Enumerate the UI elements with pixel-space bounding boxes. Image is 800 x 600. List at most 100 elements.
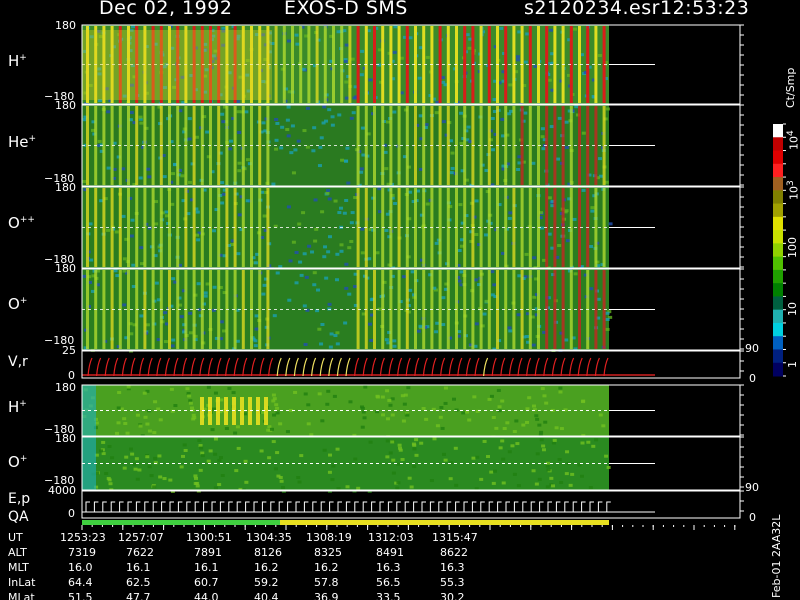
table-row-label: MLat [8, 591, 35, 600]
table-cell: 1315:47 [432, 531, 478, 544]
ytick-top: 180 [55, 19, 76, 32]
ytick-top: 180 [55, 99, 76, 112]
ytick-bottom: −180 [44, 90, 75, 103]
panel-label-qa: QA [8, 509, 29, 525]
ytick-bottom: −180 [44, 474, 75, 487]
panel-label-o-plus: O+ [8, 295, 28, 313]
colorbar-swatch [773, 322, 783, 337]
table-cell: 44.0 [194, 591, 219, 600]
table-cell: 59.2 [254, 576, 279, 589]
table-row-label: ALT [8, 546, 27, 559]
ytick-top: 180 [55, 262, 76, 275]
table-cell: 7622 [126, 546, 154, 559]
table-cell: 16.1 [194, 561, 219, 574]
panel-label-h-plus: H+ [8, 52, 27, 70]
colorbar-swatch [773, 150, 783, 165]
panel-label-o-plus-2: O+ [8, 453, 28, 471]
table-cell: 8325 [314, 546, 342, 559]
colorbar-swatch [773, 230, 783, 244]
right-tick-vr-bottom: 0 [749, 372, 756, 385]
table-cell: 16.0 [68, 561, 93, 574]
table-cell: 55.3 [440, 576, 465, 589]
header-instrument: EXOS-D SMS [284, 0, 408, 19]
table-cell: 16.2 [254, 561, 279, 574]
colorbar-swatch [773, 243, 783, 258]
table-cell: 7319 [68, 546, 96, 559]
colorbar-swatch [773, 124, 783, 138]
ytick-bottom: 0 [68, 507, 75, 520]
table-cell: 7891 [194, 546, 222, 559]
colorbar-label: 103 [786, 180, 800, 200]
table-cell: 16.3 [440, 561, 465, 574]
right-tick-ep-top: 90 [745, 481, 759, 494]
table-cell: 64.4 [68, 576, 93, 589]
colorbar-swatch [773, 336, 783, 350]
colorbar-swatch [773, 190, 783, 205]
colorbar-label: 100 [786, 237, 799, 258]
ytick-top: 25 [62, 344, 76, 357]
colorbar-swatch [773, 309, 783, 324]
table-cell: 1257:07 [118, 531, 164, 544]
table-cell: 33.5 [376, 591, 401, 600]
colorbar-swatch [773, 163, 783, 178]
panel-label-ep: E,p [8, 491, 31, 507]
header-time: 12:53:23 [660, 0, 750, 19]
table-cell: 8126 [254, 546, 282, 559]
table-cell: 40.4 [254, 591, 279, 600]
colorbar-swatch [773, 203, 783, 218]
panel-label-h-plus-2: H+ [8, 398, 27, 416]
table-cell: 57.8 [314, 576, 339, 589]
qa-bar [82, 520, 280, 525]
table-row-label: UT [8, 531, 23, 544]
ytick-top: 4000 [48, 484, 76, 497]
colorbar-swatch [773, 177, 783, 191]
colorbar-swatch [773, 216, 783, 231]
table-cell: 30.2 [440, 591, 465, 600]
table-cell: 1253:23 [60, 531, 106, 544]
table-cell: 1304:35 [246, 531, 292, 544]
colorbar-label: 1 [786, 361, 799, 368]
table-cell: 16.1 [126, 561, 151, 574]
colorbar-swatch [773, 362, 783, 377]
ytick-bottom: −180 [44, 334, 75, 347]
header-date: Dec 02, 1992 [99, 0, 233, 19]
table-cell: 1312:03 [368, 531, 414, 544]
colorbar-label: 104 [786, 130, 800, 150]
table-cell: 16.2 [314, 561, 339, 574]
table-row-label: InLat [8, 576, 36, 589]
right-tick-vr-top: 90 [745, 342, 759, 355]
table-cell: 8622 [440, 546, 468, 559]
table-cell: 8491 [376, 546, 404, 559]
table-cell: 51.5 [68, 591, 93, 600]
table-cell: 16.3 [376, 561, 401, 574]
table-row-label: MLT [8, 561, 29, 574]
table-cell: 60.7 [194, 576, 219, 589]
colorbar-swatch [773, 283, 783, 297]
colorbar-unit: Ct/Smp [784, 67, 797, 108]
ytick-top: 180 [55, 181, 76, 194]
panel-label-o-plusplus: O++ [8, 214, 35, 232]
table-cell: 36.9 [314, 591, 339, 600]
ytick-bottom: −180 [44, 423, 75, 436]
footer-id: Feb-01 2AA32L [770, 514, 783, 598]
table-cell: 1300:51 [186, 531, 232, 544]
ytick-bottom: −180 [44, 253, 75, 266]
right-tick-ep-bottom: 0 [749, 511, 756, 524]
colorbar-swatch [773, 269, 783, 284]
qa-bar [280, 520, 609, 525]
table-cell: 62.5 [126, 576, 151, 589]
ytick-bottom: 0 [68, 369, 75, 382]
colorbar-swatch [773, 349, 783, 364]
colorbar-swatch [773, 296, 783, 311]
ytick-bottom: −180 [44, 172, 75, 185]
panel-label-vr: V,r [8, 354, 28, 370]
ytick-top: 180 [55, 432, 76, 445]
header-file: s2120234.esr [524, 0, 660, 19]
ytick-top: 180 [55, 381, 76, 394]
table-cell: 56.5 [376, 576, 401, 589]
panel-label-he-plus: He+ [8, 133, 37, 151]
colorbar-swatch [773, 256, 783, 271]
colorbar-label: 10 [786, 302, 799, 316]
table-cell: 47.7 [126, 591, 151, 600]
